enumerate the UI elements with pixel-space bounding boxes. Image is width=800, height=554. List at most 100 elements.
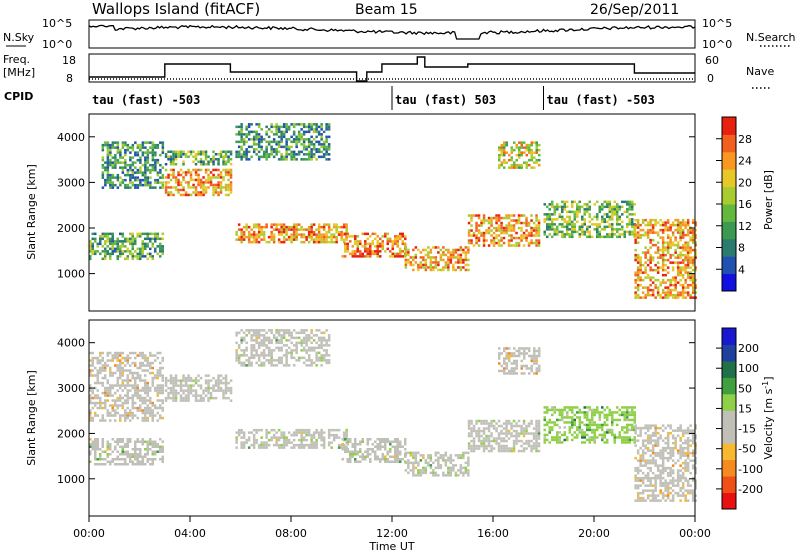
heatmap-cell [327, 436, 331, 439]
heatmap-cell [229, 389, 233, 392]
heatmap-cell [119, 255, 122, 258]
heatmap-cell [654, 286, 657, 289]
heatmap-cell [134, 242, 137, 246]
heatmap-cell [262, 329, 266, 332]
heatmap-cell [356, 240, 359, 243]
heatmap-cell [666, 246, 670, 249]
heatmap-cell [237, 150, 241, 154]
heatmap-cell [317, 356, 321, 360]
heatmap-cell [277, 150, 281, 154]
heatmap-cell [470, 429, 473, 433]
heatmap-cell [379, 237, 382, 241]
heatmap-cell [454, 464, 458, 467]
heatmap-cell [222, 158, 225, 161]
heatmap-cell [199, 160, 203, 163]
heatmap-cell [131, 453, 134, 456]
heatmap-cell [164, 376, 168, 380]
heatmap-cell [109, 351, 112, 355]
heatmap-cell [307, 443, 311, 447]
heatmap-cell [523, 161, 526, 164]
heatmap-cell [593, 228, 596, 231]
heatmap-cell [472, 444, 476, 448]
heatmap-cell [573, 215, 576, 219]
heatmap-cell [581, 233, 584, 236]
heatmap-cell [434, 246, 438, 249]
heatmap-cell [89, 351, 92, 355]
heatmap-cell [467, 434, 471, 438]
heatmap-cell [305, 339, 308, 342]
heatmap-cell [510, 146, 513, 149]
heatmap-cell [240, 361, 243, 365]
heatmap-cell [354, 453, 357, 456]
heatmap-cell [209, 171, 213, 174]
heatmap-cell [603, 213, 606, 216]
heatmap-cell [492, 241, 496, 245]
heatmap-cell [297, 153, 301, 156]
heatmap-cell [681, 236, 685, 239]
heatmap-cell [376, 245, 379, 248]
heatmap-cell [475, 444, 478, 448]
heatmap-cell [641, 296, 645, 299]
heatmap-cell [327, 143, 331, 146]
heatmap-cell [671, 276, 675, 279]
heatmap-cell [654, 278, 657, 282]
heatmap-cell [404, 438, 407, 441]
heatmap-cell [119, 366, 122, 370]
heatmap-cell [156, 356, 159, 360]
heatmap-cell [101, 458, 104, 461]
heatmap-cell [302, 341, 306, 345]
heatmap-cell [543, 203, 546, 206]
heatmap-cell [262, 354, 266, 357]
heatmap-cell [154, 404, 157, 407]
heatmap-cell [651, 293, 655, 297]
heatmap-cell [161, 366, 164, 370]
heatmap-cell [116, 399, 119, 402]
heatmap-cell [124, 158, 127, 162]
heatmap-cell [277, 143, 281, 146]
heatmap-cell [131, 148, 135, 152]
heatmap-cell [106, 168, 110, 172]
heatmap-cell [144, 391, 147, 395]
heatmap-cell [141, 143, 145, 147]
heatmap-cell [255, 143, 258, 146]
heatmap-cell [260, 138, 263, 141]
heatmap-cell [295, 138, 298, 141]
heatmap-cell [530, 229, 533, 232]
heatmap-cell [94, 374, 97, 377]
heatmap-cell [101, 376, 104, 380]
heatmap-cell [666, 291, 670, 294]
heatmap-cell [581, 215, 584, 219]
heatmap-cell [134, 186, 137, 189]
heatmap-cell [131, 232, 134, 236]
heatmap-cell [654, 283, 657, 287]
heatmap-cell [139, 399, 142, 402]
heatmap-cell [159, 458, 162, 461]
heatmap-cell [101, 158, 105, 162]
heatmap-cell [322, 443, 326, 447]
heatmap-cell [126, 250, 129, 253]
heatmap-cell [287, 329, 291, 332]
heatmap-cell [394, 438, 397, 441]
heatmap-cell [533, 151, 536, 154]
heatmap-cell [267, 336, 271, 340]
heatmap-cell [661, 248, 665, 252]
heatmap-cell [366, 237, 369, 241]
heatmap-cell [159, 386, 162, 390]
heatmap-cell [245, 140, 248, 144]
heatmap-cell [498, 166, 501, 169]
heatmap-cell [480, 219, 483, 222]
heatmap-cell [618, 233, 621, 236]
heatmap-cell [517, 439, 521, 443]
heatmap-cell [277, 359, 281, 362]
heatmap-cell [588, 441, 591, 444]
heatmap-cell [659, 253, 662, 257]
heatmap-cell [159, 141, 162, 144]
heatmap-cell [136, 354, 139, 357]
heatmap-cell [500, 369, 503, 373]
heatmap-cell [472, 214, 476, 217]
heatmap-cell [369, 250, 372, 253]
heatmap-cell [581, 431, 584, 434]
heatmap-cell [161, 247, 164, 251]
heatmap-cell [467, 422, 471, 425]
heatmap-cell [517, 214, 521, 217]
